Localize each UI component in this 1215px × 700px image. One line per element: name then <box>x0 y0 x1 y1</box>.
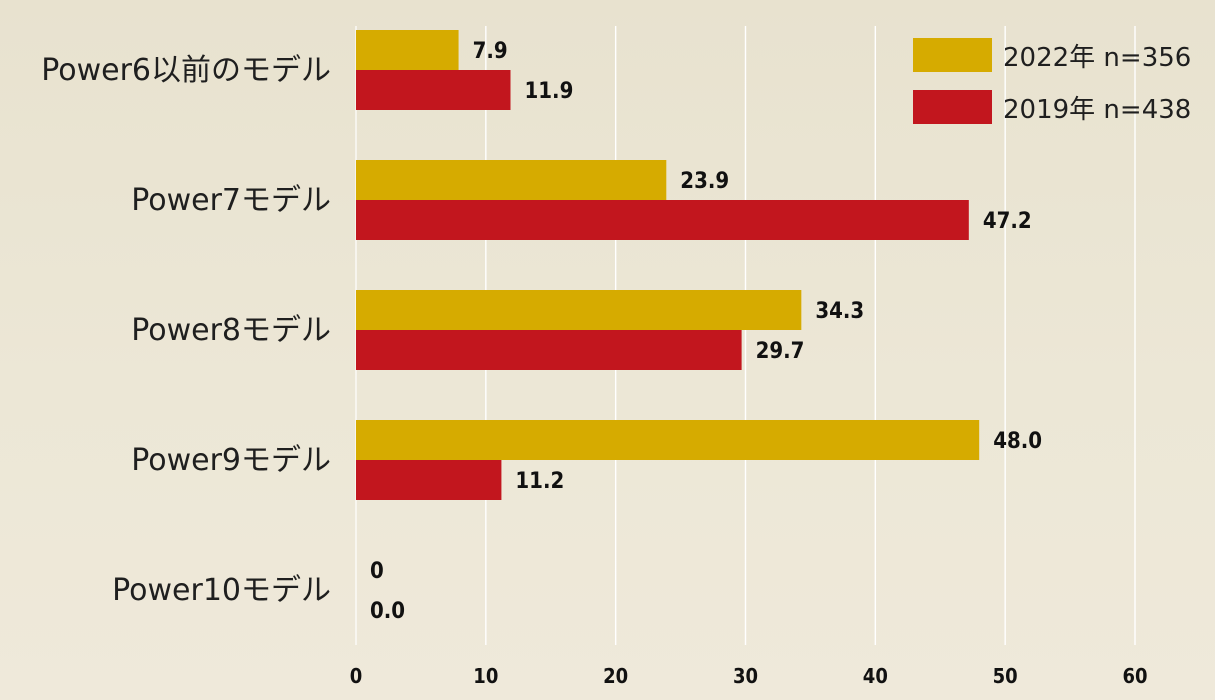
category-label-4: Power9モデル <box>131 443 331 478</box>
category-label-5: Power10モデル <box>112 573 331 608</box>
bar-2022-4 <box>356 420 980 460</box>
legend-label-2022: 2022年 n=356 <box>1003 43 1191 73</box>
bar-2019-1 <box>356 70 511 110</box>
category-label-2: Power7モデル <box>131 183 331 218</box>
legend-swatch-2022 <box>913 38 992 72</box>
bar-2022-2 <box>356 160 667 200</box>
value-label-2022-2: 23.9 <box>680 169 729 194</box>
gridlines <box>485 26 1136 645</box>
value-label-2022-4: 48.0 <box>993 429 1042 454</box>
x-ticks: 0 10 20 30 40 50 60 <box>350 664 1148 688</box>
category-label-1: Power6以前のモデル <box>41 53 331 88</box>
value-label-2022-5: 0 <box>370 559 384 584</box>
x-tick-label-0: 0 <box>350 664 363 688</box>
value-label-2019-3: 29.7 <box>756 339 805 364</box>
legend-label-2019: 2019年 n=438 <box>1003 95 1191 125</box>
x-tick-label-20: 20 <box>603 664 628 688</box>
x-tick-label-30: 30 <box>733 664 758 688</box>
x-tick-label-50: 50 <box>993 664 1018 688</box>
x-tick-label-60: 60 <box>1122 664 1147 688</box>
bar-2019-2 <box>356 200 969 240</box>
value-label-2019-5: 0.0 <box>370 599 405 624</box>
value-label-2022-3: 34.3 <box>815 299 864 324</box>
legend-swatch-2019 <box>913 90 992 124</box>
x-tick-label-10: 10 <box>473 664 498 688</box>
bar-2019-4 <box>356 460 502 500</box>
value-label-2019-4: 11.2 <box>515 469 564 494</box>
value-labels: 7.9 11.9 23.9 47.2 34.3 29.7 48.0 11.2 0 0.0 <box>370 39 1042 624</box>
value-label-2022-1: 7.9 <box>473 39 508 64</box>
value-label-2019-2: 47.2 <box>983 209 1032 234</box>
legend: 2022年 n=356 2019年 n=438 <box>913 38 1191 125</box>
bar-2022-3 <box>356 290 802 330</box>
bar-2019-3 <box>356 330 742 370</box>
bars <box>356 30 980 500</box>
x-tick-label-40: 40 <box>863 664 888 688</box>
bar-2022-1 <box>356 30 459 70</box>
category-label-3: Power8モデル <box>131 313 331 348</box>
value-label-2019-1: 11.9 <box>525 79 574 104</box>
